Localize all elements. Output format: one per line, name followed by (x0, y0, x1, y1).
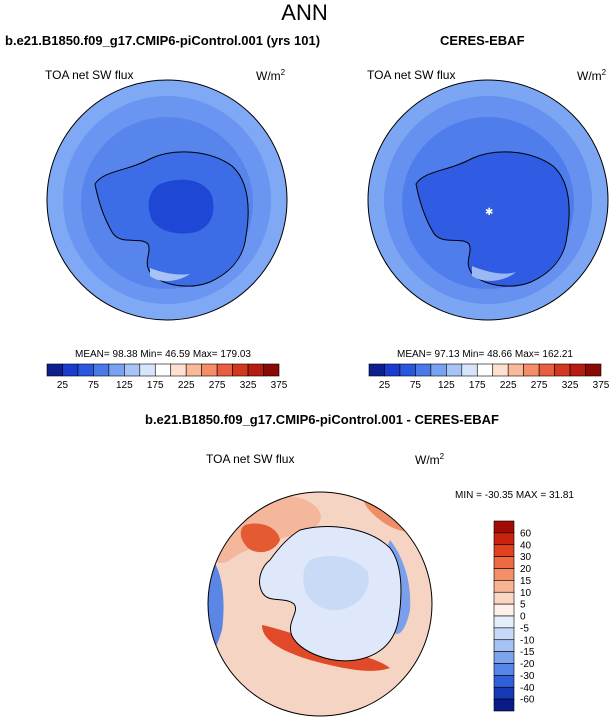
panel-1-units-exp: 2 (280, 68, 286, 77)
panel-3-colorbar-box (493, 686, 515, 700)
panel-2-colorbar-tick-label: 375 (593, 380, 609, 391)
panel-3-colorbar-box (493, 580, 515, 593)
panel-3-stats: MIN = -30.35 MAX = 31.81 (455, 490, 574, 501)
panel-3-colorbar-tick-label: 0 (520, 612, 526, 623)
panel-3-colorbar-box (493, 615, 515, 629)
panel-3-colorbar-tick-label: -40 (520, 683, 535, 694)
panel-1-colorbar-box (263, 363, 280, 377)
panel-3-colorbar-box (493, 532, 515, 546)
panel-2-colorbar-tick-label: 225 (500, 380, 517, 391)
panel-3-colorbar-box (493, 675, 515, 688)
panel-3-colorbar-tick-label: -30 (520, 671, 535, 682)
panel-1-units-base: W/m (256, 69, 281, 83)
panel-3-colorbar-box (493, 520, 515, 534)
panel-2-min-value: 48.66 (487, 349, 513, 360)
panel-2-map-border (367, 79, 609, 321)
panel-2-min-label: Min= (462, 349, 485, 360)
panel-2-max-label: Max= (514, 349, 540, 360)
panel-1-stats: MEAN= 98.38 Min= 46.59 Max= 179.03 (75, 349, 251, 360)
panel-1-max-label: Max= (192, 349, 218, 360)
panel-3-colorbar-tick-label: -60 (520, 695, 535, 706)
panel-1-colorbar-tick-label: 225 (178, 380, 195, 391)
star-marker-icon: ✱ (485, 207, 493, 218)
panel-1-mean-value: 98.38 (112, 349, 138, 360)
panel-2-mean-label: MEAN= (397, 349, 432, 360)
panel-1-units: W/m2 (256, 68, 285, 83)
panel-3-colorbar-tick-label: -20 (520, 659, 535, 670)
panel-3-colorbar-box (493, 663, 515, 676)
panel-3-colorbar-tick-label: 10 (520, 588, 532, 599)
panel-1-plateau-min (148, 179, 214, 234)
panel-1-mean-label: MEAN= (75, 349, 110, 360)
panel-3-colorbar-tick-label: -15 (520, 647, 535, 658)
panel-2-colorbar-tick-label: 25 (379, 380, 391, 391)
panel-1-max-value: 179.03 (220, 349, 251, 360)
panel-3-colorbar-box (493, 603, 515, 617)
panel-3-colorbar-tick-label: 5 (520, 600, 526, 611)
panel-3-max-value: 31.81 (548, 490, 574, 501)
panel-3-colorbar-box (493, 698, 515, 712)
panel-3-pos-region-2 (240, 523, 280, 553)
panel-1-colorbar-tick-label: 125 (116, 380, 133, 391)
panel-3-colorbar-box (493, 556, 515, 569)
panel-2-colorbar-tick-label: 125 (438, 380, 455, 391)
panel-2-title: CERES-EBAF (440, 33, 525, 48)
panel-3-colorbar-tick-label: 60 (520, 528, 532, 539)
panel-1-min-label: Min= (140, 349, 163, 360)
panel-3-min-label: MIN = (455, 490, 482, 501)
panel-3-colorbar-tick-label: 15 (520, 576, 532, 587)
panel-3-units-exp: 2 (439, 452, 445, 461)
panel-3-title: b.e21.B1850.f09_g17.CMIP6-piControl.001 … (145, 412, 499, 427)
panel-2-units: W/m2 (577, 68, 606, 83)
panel-3-colorbar-box (493, 544, 515, 557)
panel-3-colorbar-tick-label: -5 (520, 623, 529, 634)
panel-3-colorbar-box (493, 627, 515, 641)
panel-3-variable: TOA net SW flux (206, 452, 295, 466)
figure-title: ANN (281, 0, 328, 25)
panel-1-title: b.e21.B1850.f09_g17.CMIP6-piControl.001 … (5, 33, 321, 48)
panel-3-colorbar-tick-label: 20 (520, 564, 532, 575)
panel-2-units-exp: 2 (601, 68, 607, 77)
panel-1-variable: TOA net SW flux (45, 68, 134, 82)
panel-3-map-border (207, 491, 433, 717)
panel-3-units: W/m2 (415, 452, 444, 467)
panel-2-colorbar-tick-label: 175 (469, 380, 486, 391)
panel-2-stats: MEAN= 97.13 Min= 48.66 Max= 162.21 (397, 349, 573, 360)
panel-2-variable: TOA net SW flux (367, 68, 456, 82)
panel-1-colorbar-tick-label: 75 (88, 380, 100, 391)
panel-3-units-base: W/m (415, 453, 440, 467)
panel-1-colorbar-tick-label: 325 (240, 380, 257, 391)
panel-2-colorbar-tick-label: 75 (410, 380, 422, 391)
panel-3-plateau-neg (303, 556, 369, 611)
panel-1-colorbar-tick-label: 375 (271, 380, 288, 391)
panel-2-colorbar-box (585, 363, 602, 377)
panel-3-colorbar-box (493, 639, 515, 652)
panel-3-colorbar-box (493, 591, 515, 605)
panel-3-min-value: -30.35 (484, 490, 514, 501)
panel-2-units-base: W/m (577, 69, 602, 83)
panel-1-min-value: 46.59 (165, 349, 191, 360)
panel-1-map-border (46, 79, 288, 321)
panel-3-max-label: MAX = (515, 490, 547, 501)
panel-3-colorbar-tick-label: -10 (520, 635, 535, 646)
panel-3-colorbar-tick-label: 30 (520, 552, 532, 563)
panel-2-colorbar-tick-label: 275 (531, 380, 548, 391)
panel-3-colorbar-box (493, 568, 515, 581)
panel-1-ross-highlight (150, 268, 190, 282)
panel-3-colorbar-box (493, 651, 515, 664)
panel-2-colorbar-tick-label: 325 (562, 380, 579, 391)
panel-1-colorbar-tick-label: 275 (209, 380, 226, 391)
panel-3-colorbar-tick-label: 40 (520, 540, 532, 551)
panel-1-colorbar-tick-label: 175 (147, 380, 164, 391)
panel-2-mean-value: 97.13 (434, 349, 460, 360)
panel-1-colorbar-tick-label: 25 (57, 380, 69, 391)
panel-2-max-value: 162.21 (542, 349, 573, 360)
panel-2-ross-highlight (472, 266, 516, 281)
